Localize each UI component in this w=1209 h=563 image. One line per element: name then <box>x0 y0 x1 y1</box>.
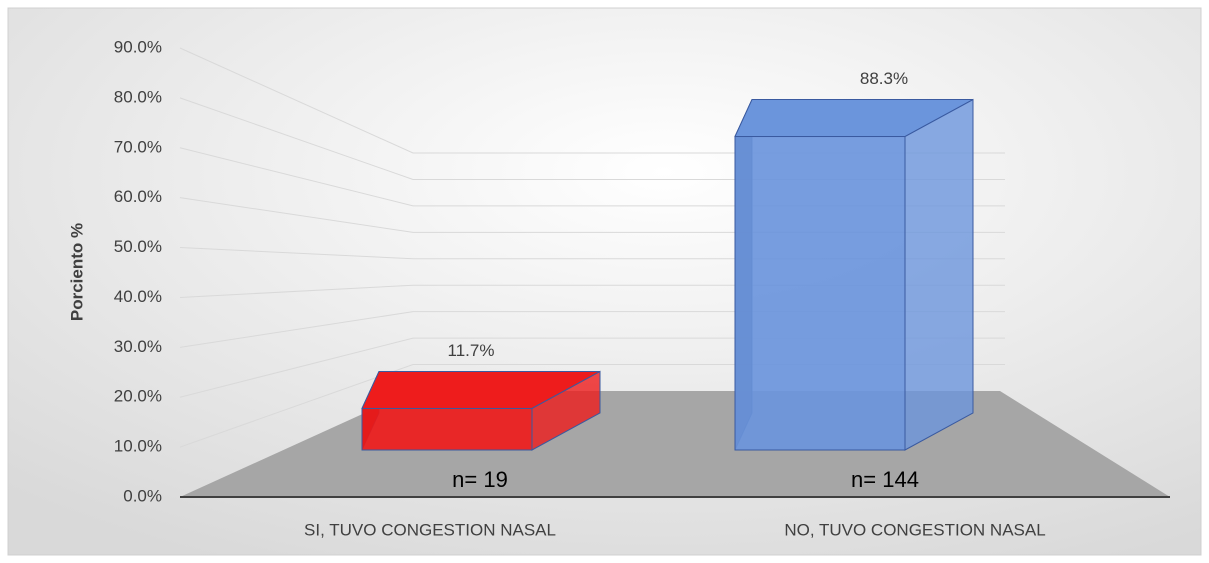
annotation: n= 19 <box>452 467 508 492</box>
y-tick-label: 60.0% <box>114 187 162 206</box>
y-tick-label: 10.0% <box>114 437 162 456</box>
bar-right <box>904 98 974 451</box>
y-tick-label: 0.0% <box>123 486 162 505</box>
data-label: 11.7% <box>448 341 495 360</box>
annotation: n= 144 <box>851 467 919 492</box>
x-tick-label: NO, TUVO CONGESTION NASAL <box>784 520 1045 539</box>
data-label: 88.3% <box>860 69 908 88</box>
x-tick-label: SI, TUVO CONGESTION NASAL <box>304 520 556 539</box>
y-tick-label: 20.0% <box>114 387 162 406</box>
y-tick-label: 90.0% <box>114 37 162 56</box>
y-tick-label: 70.0% <box>114 137 162 156</box>
y-axis-label: Porciento % <box>67 223 86 321</box>
bar <box>361 407 533 451</box>
y-tick-label: 30.0% <box>114 337 162 356</box>
y-tick-label: 40.0% <box>114 287 162 306</box>
bar-right <box>531 370 601 451</box>
bar <box>734 136 906 451</box>
y-tick-label: 80.0% <box>114 87 162 106</box>
y-tick-label: 50.0% <box>114 237 162 256</box>
